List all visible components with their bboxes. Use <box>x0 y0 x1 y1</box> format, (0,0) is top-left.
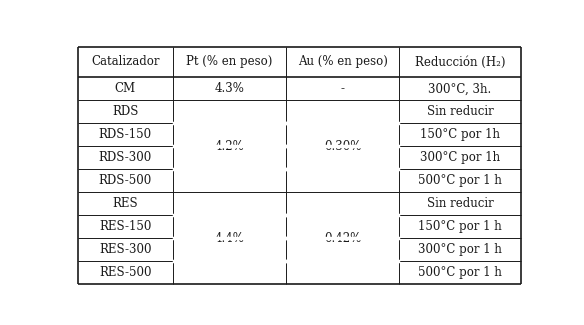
Text: Pt (% en peso): Pt (% en peso) <box>186 56 273 69</box>
Text: 150°C por 1h: 150°C por 1h <box>420 128 500 141</box>
Text: Reducción (H₂): Reducción (H₂) <box>415 56 505 69</box>
Text: Sin reducir: Sin reducir <box>427 105 493 118</box>
Text: 4.2%: 4.2% <box>214 140 244 153</box>
Text: 4.3%: 4.3% <box>214 83 244 96</box>
Text: 300°C por 1 h: 300°C por 1 h <box>418 243 502 256</box>
Text: 500°C por 1 h: 500°C por 1 h <box>418 174 502 187</box>
Text: 500°C por 1 h: 500°C por 1 h <box>418 266 502 279</box>
Text: Sin reducir: Sin reducir <box>427 197 493 210</box>
Text: RDS-150: RDS-150 <box>99 128 152 141</box>
Text: RES: RES <box>112 197 138 210</box>
Text: 150°C por 1 h: 150°C por 1 h <box>418 220 502 233</box>
Text: 300°C por 1h: 300°C por 1h <box>420 151 500 164</box>
Text: 300°C, 3h.: 300°C, 3h. <box>429 83 492 96</box>
Text: 0.42%: 0.42% <box>324 232 361 245</box>
Text: Catalizador: Catalizador <box>91 56 159 69</box>
Text: RES-300: RES-300 <box>99 243 151 256</box>
Text: CM: CM <box>114 83 135 96</box>
Text: 4.4%: 4.4% <box>214 232 244 245</box>
Text: RDS-500: RDS-500 <box>99 174 152 187</box>
Text: Au (% en peso): Au (% en peso) <box>298 56 387 69</box>
Text: 0.30%: 0.30% <box>324 140 361 153</box>
Text: RES-500: RES-500 <box>99 266 151 279</box>
Text: -: - <box>340 83 345 96</box>
Text: RDS-300: RDS-300 <box>99 151 152 164</box>
Text: RDS: RDS <box>112 105 138 118</box>
Text: RES-150: RES-150 <box>99 220 151 233</box>
